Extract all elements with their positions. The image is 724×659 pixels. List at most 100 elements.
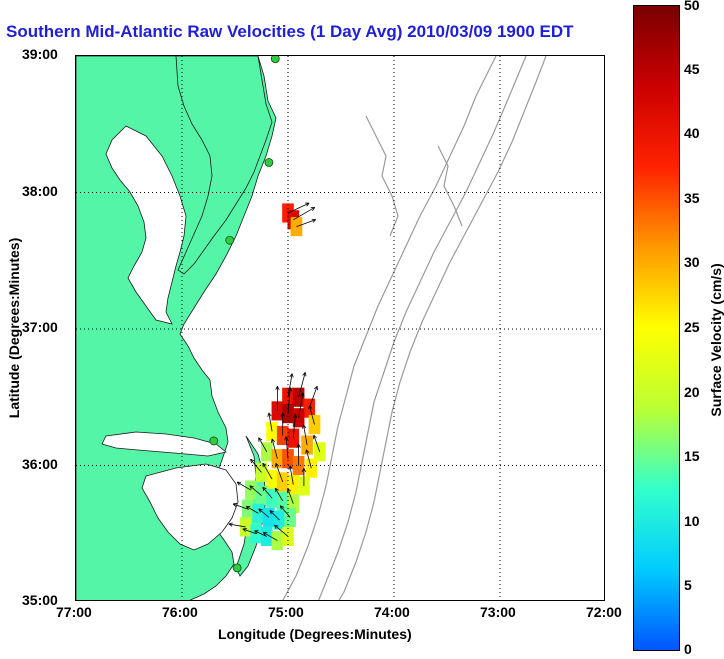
velocity-vector [275,462,284,483]
velocity-vector [280,412,285,436]
velocity-vector [287,387,293,414]
velocity-cell [276,491,289,511]
velocity-vector [298,392,305,418]
velocity-cell [245,480,257,500]
colorbar-tick-label: 20 [684,383,700,400]
velocity-vector [267,412,273,432]
y-tick-label: 35:00 [22,592,58,608]
station-marker[interactable] [264,158,274,167]
station-marker[interactable] [209,436,219,446]
colorbar-tick-label: 50 [684,0,700,13]
colorbar-tick-label: 35 [684,189,700,206]
colorbar-tick-label: 10 [684,512,700,529]
velocity-vector [269,510,280,521]
x-tick-label: 77:00 [56,604,92,620]
y-tick-label: 36:00 [22,455,58,472]
velocity-cells [239,203,326,551]
velocity-vectors [228,202,321,541]
colorbar-tick-label: 0 [684,641,692,657]
colorbar-label: Surface Velocity (cm/s) [708,263,724,417]
y-tick-label: 39:00 [22,46,58,62]
velocity-cell [273,510,286,530]
velocity-cell [276,425,289,446]
colorbar-tick-label: 30 [684,254,700,271]
velocity-cell [298,476,310,496]
x-axis-label: Longitude (Degrees:Minutes) [218,626,412,642]
x-tick-label: 76:00 [162,604,198,620]
velocity-vector [262,532,278,541]
velocity-cell [260,442,273,462]
velocity-vector [292,414,298,439]
velocity-cell [255,485,268,506]
velocity-vector [287,202,310,214]
chesapeake-bay [105,125,187,325]
velocity-vector [284,436,289,459]
velocity-cell [271,449,284,469]
y-tick-label: 38:00 [22,182,58,199]
hf-radar-stations [209,56,280,573]
isobath-shallow [282,56,497,600]
land-delmarva [175,56,273,275]
y-tick-label: 37:00 [22,319,58,335]
velocity-vector [236,481,252,491]
map-canvas [76,56,604,600]
velocity-cell [276,472,289,492]
station-marker[interactable] [270,56,280,64]
velocity-vector [298,372,307,398]
velocity-cell [287,428,300,448]
colorbar [633,5,680,651]
velocity-vector [275,386,280,411]
velocity-cell [301,435,313,455]
velocity-vector [308,385,318,409]
colorbar-tick-label: 40 [684,125,700,142]
station-marker[interactable] [232,563,242,573]
map-title: Southern Mid-Atlantic Raw Velocities (1 … [6,22,574,41]
velocity-vector [232,503,248,510]
isobath-mid [318,56,527,600]
x-tick-label: 73:00 [480,604,516,620]
velocity-vector [293,207,316,221]
velocity-vector [249,485,262,496]
velocity-cell [290,217,303,237]
velocity-vector [274,524,289,537]
velocity-vector [274,487,284,502]
velocity-cell [252,503,265,523]
x-tick-label: 74:00 [374,604,410,620]
velocity-cell [287,494,300,514]
x-tick-label: 72:00 [586,604,622,620]
map-plot-area[interactable] [75,55,605,601]
velocity-vector [262,486,273,499]
isobath-deep [338,56,547,600]
colorbar-tick-label: 5 [684,577,692,594]
velocity-vector [287,373,294,398]
velocity-cell [266,469,278,489]
velocity-vector [296,218,317,228]
velocity-vector [301,468,307,486]
velocity-vector [296,443,301,466]
velocity-vector [228,522,246,528]
colorbar-tick-label: 45 [684,60,700,77]
albemarle-sound [101,431,227,457]
y-axis-label: Latitude (Degrees:Minutes) [6,237,22,419]
isobath-detail-1 [365,115,399,237]
velocity-cell [313,442,326,462]
grid-lines [76,56,604,600]
pamlico-sound [141,463,239,551]
velocity-vector [288,465,294,485]
bathymetry-contours [251,56,547,600]
colorbar-tick-label: 25 [684,319,700,335]
velocity-vector [245,505,259,514]
velocity-vector [305,449,312,469]
station-marker[interactable] [225,235,235,245]
x-tick-label: 75:00 [268,604,304,620]
velocity-vector [270,438,278,459]
velocity-vector [279,505,291,518]
velocity-vector [258,437,268,453]
velocity-vector [254,530,267,537]
colorbar-tick-label: 15 [684,448,700,465]
velocity-cell [271,401,284,421]
isobath-detail-2 [437,145,463,227]
velocity-cell [292,408,305,428]
velocity-cell [271,531,284,551]
velocity-vector [302,424,308,446]
